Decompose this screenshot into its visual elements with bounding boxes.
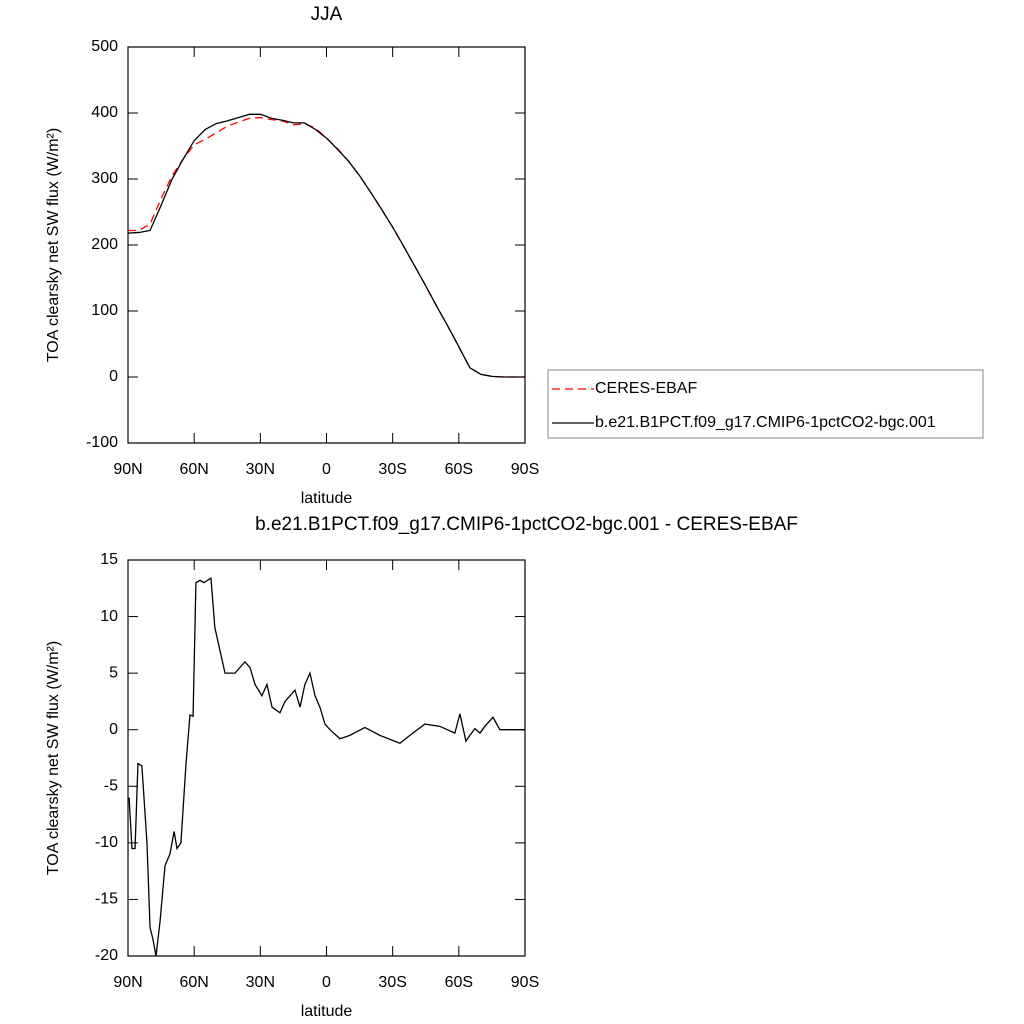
x-tick-label: 90N <box>113 974 142 991</box>
x-tick-label: 60N <box>179 974 208 991</box>
y-tick-label: 500 <box>91 38 118 55</box>
chart: JJA latitude TOA clearsky net SW flux (W/m… <box>45 4 984 507</box>
x-tick-label: 30S <box>378 461 406 478</box>
data-line <box>128 576 525 957</box>
y-tick-label: 5 <box>109 664 118 681</box>
y-tick-label: -100 <box>86 434 118 451</box>
x-tick-label: 30N <box>246 974 275 991</box>
x-tick-label: 90S <box>511 974 539 991</box>
y-tick-label: 15 <box>100 551 118 568</box>
x-tick-label: 60S <box>445 461 473 478</box>
y-tick-label: -20 <box>95 947 118 964</box>
y-tick-label: 0 <box>109 368 118 385</box>
x-tick-label: 0 <box>322 974 331 991</box>
x-tick-label: 30N <box>246 461 275 478</box>
y-tick-label: 400 <box>91 104 118 121</box>
y-tick-label: -5 <box>104 778 118 795</box>
y-tick-label: 0 <box>109 721 118 738</box>
x-axis-label: latitude <box>301 490 353 507</box>
x-tick-label: 90N <box>113 461 142 478</box>
legend: CERES-EBAF b.e21.B1PCT.f09_g17.CMIP6-1pct… <box>547 369 984 439</box>
plot-frame <box>127 559 526 957</box>
y-tick-label: 300 <box>91 170 118 187</box>
x-tick-label: 0 <box>322 461 331 478</box>
chart-title: b.e21.B1PCT.f09_g17.CMIP6-1pctCO2-bgc.00… <box>255 514 798 535</box>
legend-label: CERES-EBAF <box>595 380 697 397</box>
y-tick-label: -10 <box>95 834 118 851</box>
legend-label: b.e21.B1PCT.f09_g17.CMIP6-1pctCO2-bgc.00… <box>595 414 936 431</box>
x-tick-label: 60S <box>445 974 473 991</box>
series-line <box>128 116 525 378</box>
plot-frame <box>127 46 526 444</box>
y-tick-label: 100 <box>91 302 118 319</box>
y-axis-label: TOA clearsky net SW flux (W/m²) <box>45 128 62 362</box>
x-tick-label: 60N <box>179 461 208 478</box>
y-tick-label: 10 <box>100 608 118 625</box>
x-axis-label: latitude <box>301 1003 353 1020</box>
x-tick-label: 30S <box>378 974 406 991</box>
y-axis-label: TOA clearsky net SW flux (W/m²) <box>45 641 62 875</box>
chart: b.e21.B1PCT.f09_g17.CMIP6-1pctCO2-bgc.00… <box>45 514 798 1020</box>
x-tick-label: 90S <box>511 461 539 478</box>
chart-title: JJA <box>311 4 343 25</box>
series-line <box>127 113 525 378</box>
legend-box <box>547 369 984 439</box>
y-tick-label: 200 <box>91 236 118 253</box>
y-tick-label: -15 <box>95 891 118 908</box>
